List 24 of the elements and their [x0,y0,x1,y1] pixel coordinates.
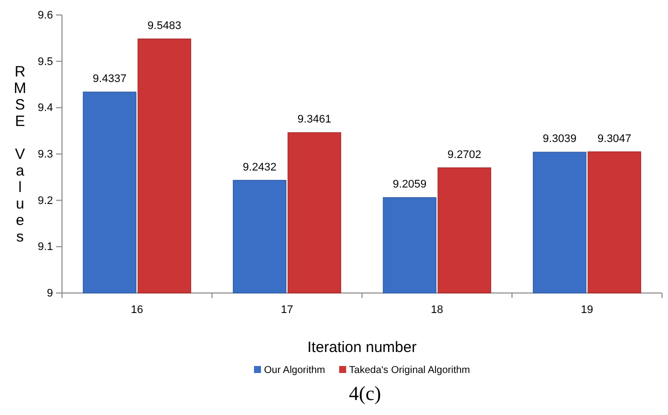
x-axis-title: Iteration number [307,339,417,356]
data-label: 9.5483 [148,20,182,32]
data-label: 9.3039 [542,133,576,146]
legend-label: Our Algorithm [264,365,326,376]
y-tick-label: 9.1 [38,241,53,254]
x-tick-label: 19 [580,304,594,316]
x-tick-label: 16 [130,304,144,316]
y-tick-label: 9.6 [38,10,53,22]
y-tick-label: 9.4 [38,102,53,114]
y-tick-label: 9.2 [38,194,53,207]
y-tick-label: 9.5 [38,56,53,68]
data-label: 9.2059 [392,178,426,191]
x-tick-label: 17 [280,304,294,316]
data-label: 9.2702 [448,148,482,161]
data-label: 9.2432 [242,161,276,174]
x-tick-label: 18 [430,304,444,316]
data-label: 9.4337 [92,73,126,86]
text: RMSE Values [14,64,26,246]
data-label: 9.3461 [298,114,332,126]
y-tick-label: 9.3 [38,148,53,161]
text: 4(c) [348,383,382,405]
y-tick-label: 9 [46,288,53,300]
data-label: 9.3047 [598,132,632,145]
legend-label: Takeda's Original Algorithm [349,365,470,376]
